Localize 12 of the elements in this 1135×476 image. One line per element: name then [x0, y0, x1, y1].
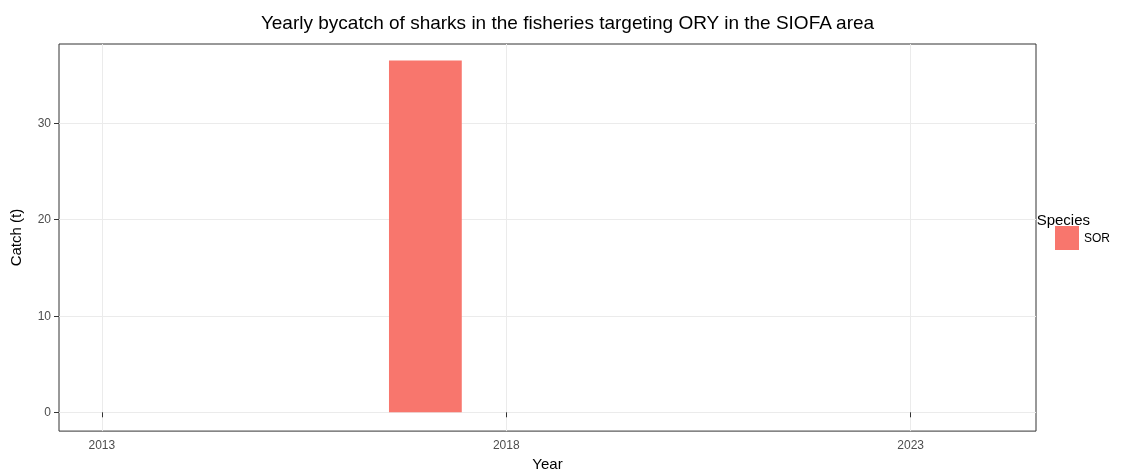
legend-label: SOR [1084, 231, 1111, 245]
y-tick-label: 10 [37, 308, 52, 323]
x-axis-title: Year [532, 455, 563, 472]
y-axis-title: Catch (t) [7, 208, 24, 267]
y-tick-label: 20 [37, 212, 52, 227]
chart-title: Yearly bycatch of sharks in the fisheries targeting ORY in the SIOFA area [260, 12, 875, 33]
legend-title: Species [1036, 211, 1091, 228]
y-tick-label: 0 [44, 405, 52, 420]
x-tick-label: 2013 [88, 438, 116, 453]
x-tick-label: 2018 [492, 438, 520, 453]
y-tick-label: 30 [37, 116, 52, 131]
x-tick-label: 2023 [897, 438, 925, 453]
